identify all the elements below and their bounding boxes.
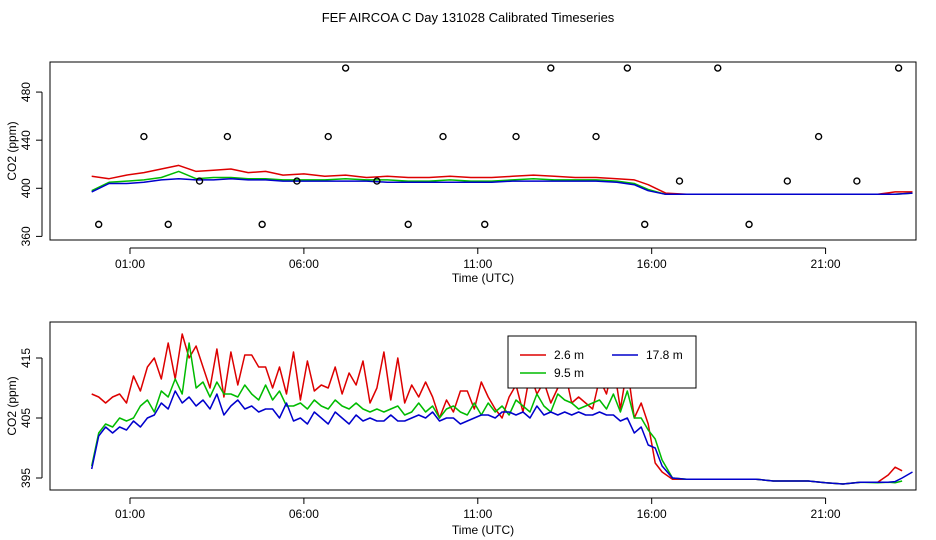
- data-point: [404, 220, 412, 229]
- legend-label: 9.5 m: [554, 366, 584, 380]
- plot-frame: [49, 321, 917, 491]
- legend: 2.6 m 9.5 m 17.8 m: [507, 335, 697, 389]
- data-point: [592, 132, 600, 141]
- y-axis-label: CO2 (ppm): [5, 376, 19, 435]
- x-tick-label: 01:00: [115, 257, 145, 271]
- data-point: [373, 177, 381, 185]
- data-point: [439, 132, 447, 141]
- data-point: [641, 220, 649, 229]
- x-tick-label: 16:00: [637, 507, 667, 521]
- data-point: [814, 132, 823, 141]
- data-point: [140, 132, 148, 141]
- series-line-2-6-m: [91, 333, 903, 485]
- data-point: [223, 132, 232, 141]
- x-tick-label: 11:00: [463, 507, 492, 521]
- figure-title: FEF AIRCOA C Day 131028 Calibrated Times…: [321, 10, 615, 25]
- data-point: [894, 64, 903, 72]
- data-point: [745, 220, 753, 229]
- x-tick-label: 11:00: [463, 257, 492, 271]
- data-point: [164, 220, 172, 229]
- data-point: [324, 132, 332, 141]
- y-tick-label: 405: [19, 408, 33, 428]
- data-point: [783, 177, 792, 185]
- x-axis-label: Time (UTC): [452, 523, 514, 537]
- plot-frame: [49, 61, 917, 241]
- y-axis-label: CO2 (ppm): [5, 121, 19, 180]
- legend-label: 17.8 m: [646, 348, 683, 362]
- y-tick-label: 480: [19, 82, 33, 102]
- data-point: [481, 220, 489, 229]
- data-point: [714, 64, 722, 72]
- x-axis-label: Time (UTC): [452, 271, 514, 285]
- chart-panel-2: 01:00 06:00 11:00 16:00 21:00 Time (UTC) 395 40…: [5, 321, 917, 537]
- data-point: [512, 132, 520, 141]
- data-point: [293, 177, 301, 185]
- data-point: [258, 220, 266, 229]
- data-point: [547, 64, 555, 72]
- y-tick-label: 415: [19, 348, 33, 368]
- x-tick-label: 21:00: [811, 257, 841, 271]
- legend-box: [507, 335, 697, 389]
- x-tick-label: 16:00: [637, 257, 667, 271]
- y-tick-label: 360: [19, 226, 33, 246]
- data-point: [853, 177, 861, 185]
- data-point: [623, 64, 632, 72]
- data-point: [195, 177, 204, 185]
- x-tick-label: 21:00: [811, 507, 841, 521]
- chart-panel-1: 01:00 06:00 11:00 16:00 21:00 Time (UTC) 360 40…: [5, 61, 917, 285]
- data-point: [341, 64, 350, 72]
- x-tick-label: 06:00: [289, 257, 319, 271]
- legend-label: 2.6 m: [554, 348, 584, 362]
- y-tick-label: 440: [19, 130, 33, 150]
- x-tick-label: 06:00: [289, 507, 319, 521]
- x-tick-label: 01:00: [115, 507, 145, 521]
- series-line-3: [91, 177, 913, 196]
- series-line-17-8-m: [90, 390, 913, 485]
- data-point: [94, 220, 103, 229]
- y-tick-label: 400: [19, 178, 33, 198]
- y-tick-label: 395: [19, 468, 33, 488]
- data-point: [675, 177, 684, 185]
- series-line-9-5-m: [90, 342, 903, 485]
